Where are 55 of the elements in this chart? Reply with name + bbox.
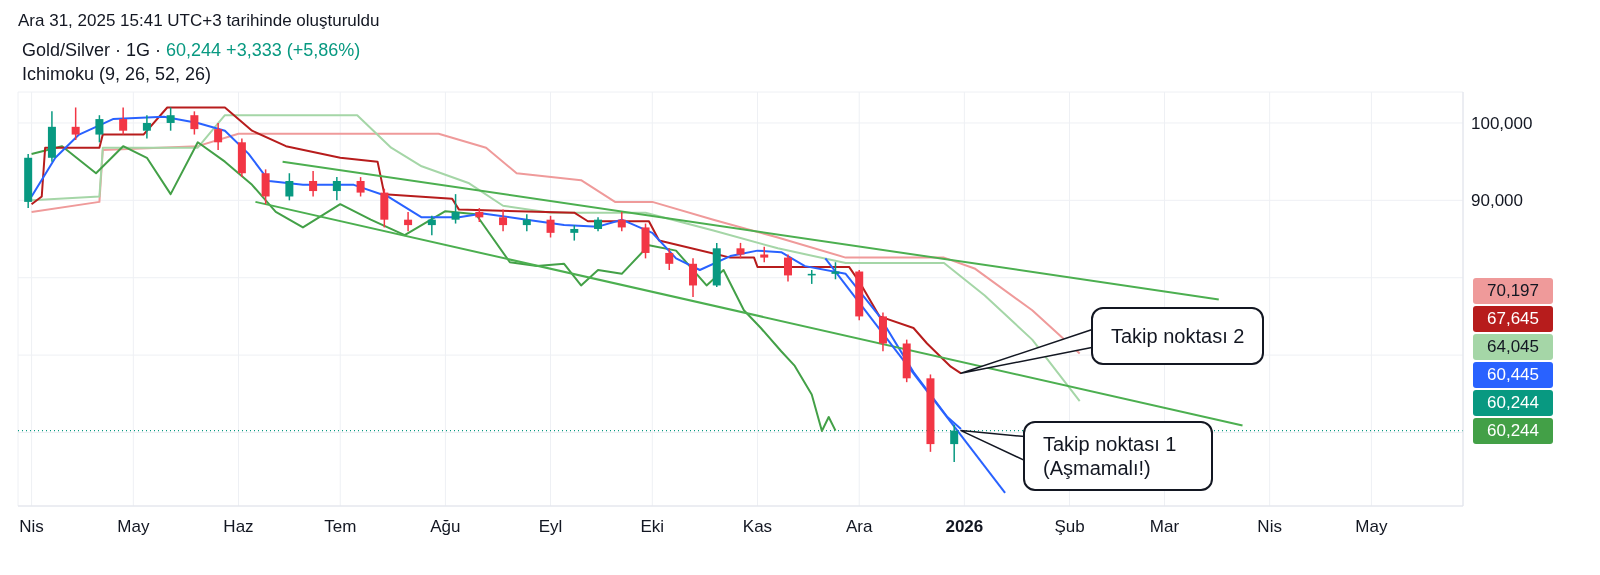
chart-subtitle: 60,244 +3,333 (+5,86%) <box>166 40 361 60</box>
candlestick <box>522 213 531 233</box>
x-tick-label: Nis <box>1257 517 1282 536</box>
line-series <box>30 106 962 375</box>
candlestick <box>404 211 413 233</box>
line-series <box>30 132 1081 355</box>
x-tick-label: Haz <box>223 517 254 536</box>
x-tick-label: Ara <box>845 517 873 536</box>
candlestick <box>689 257 698 298</box>
x-tick-label: May <box>117 517 150 536</box>
candlestick <box>617 211 626 233</box>
annotation: Takip noktası 2 <box>1090 307 1265 366</box>
annotation: Takip noktası 1 (Aşmamalı!) <box>1022 420 1213 491</box>
line-series <box>30 141 837 432</box>
text: 60,244 <box>1473 389 1553 416</box>
x-tick-label: Ağu <box>430 517 461 536</box>
x-tick-label: Mar <box>1149 517 1180 536</box>
candlestick <box>119 106 128 136</box>
x-tick-label: Nis <box>19 517 44 536</box>
candlestick <box>427 215 436 236</box>
candlestick <box>166 106 175 132</box>
candlestick <box>190 110 199 136</box>
candlestick <box>546 215 555 239</box>
candlestick <box>309 170 318 198</box>
text: 67,645 <box>1473 305 1553 332</box>
candlestick <box>214 122 223 151</box>
chart-title: Gold/Silver · 1G · <box>22 40 163 60</box>
x-tick-label: Eyl <box>538 517 563 536</box>
x-tick-label: Şub <box>1054 517 1085 536</box>
candlestick <box>451 193 460 225</box>
x-tick-label: 2026 <box>945 517 984 536</box>
candlestick <box>142 114 151 140</box>
candlestick <box>760 246 769 263</box>
text: 64,045 <box>1473 333 1553 360</box>
x-tick-label: Kas <box>742 517 773 536</box>
candlestick <box>783 253 792 283</box>
text: 70,197 <box>1473 277 1553 304</box>
y-tick-label: 90,000 <box>1471 191 1523 211</box>
legend-title: Ichimoku (9, 26, 52, 26) <box>22 63 213 86</box>
x-tick-label: May <box>1355 517 1388 536</box>
x-tick-label: Eki <box>640 517 665 536</box>
text: 60,445 <box>1473 361 1553 388</box>
candlestick <box>261 168 270 205</box>
x-tick-label: Tem <box>324 517 357 536</box>
candlestick <box>665 247 674 271</box>
candlestick <box>356 176 365 198</box>
candlestick <box>95 114 104 144</box>
y-tick-label: 100,000 <box>1471 113 1533 133</box>
candlestick <box>285 172 294 202</box>
line-series <box>30 114 1081 403</box>
candlestick <box>499 208 508 233</box>
candlestick <box>71 106 80 141</box>
text: Ara 31, 2025 15:41 UTC+3 tarihinde oluşturuldu <box>18 11 380 30</box>
candlestick <box>332 176 341 202</box>
text: 60,244 <box>1473 417 1553 444</box>
